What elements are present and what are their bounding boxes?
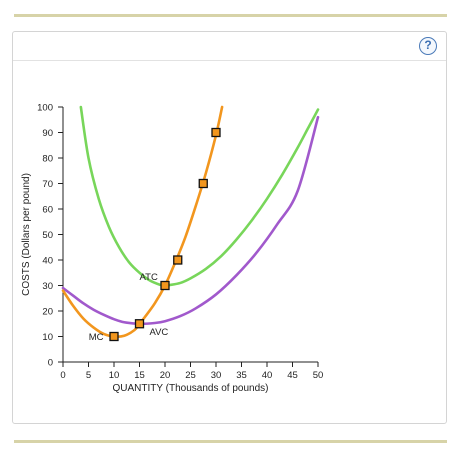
curve-labels: MC AVC ATC	[89, 272, 169, 343]
atc-label: ATC	[140, 272, 158, 283]
x-tick-label: 40	[262, 370, 273, 381]
avc-curve	[61, 115, 320, 326]
x-tick-label: 5	[86, 370, 91, 381]
x-tick-label: 45	[287, 370, 298, 381]
x-tick-label: 20	[160, 370, 171, 381]
x-tick-label: 15	[134, 370, 145, 381]
y-tick-label: 60	[42, 205, 53, 216]
markers	[109, 127, 221, 342]
mc-point-marker	[211, 127, 221, 138]
bottom-rule	[14, 440, 447, 443]
mc-point-marker	[109, 331, 119, 342]
mc-point-marker	[160, 280, 170, 291]
mc-point-marker	[134, 319, 145, 329]
y-tick-label: 90	[42, 128, 53, 139]
axes: 0 10 20 30 40 50 60 70 80 90 100 0 5 10 15 20 25 30 35 40 45…	[21, 103, 323, 395]
y-axis-title: COSTS (Dollars per pound)	[21, 173, 32, 296]
mc-point-marker	[173, 255, 183, 265]
y-tick-label: 100	[37, 103, 53, 114]
y-tick-label: 80	[42, 154, 53, 165]
y-tick-label: 40	[42, 256, 53, 267]
y-tick-label: 20	[42, 307, 53, 318]
mc-point-marker	[198, 178, 208, 189]
avc-label: AVC	[149, 327, 168, 338]
y-tick-label: 30	[42, 281, 53, 292]
x-tick-label: 10	[109, 370, 120, 381]
top-rule	[14, 14, 447, 17]
x-tick-label: 25	[185, 370, 196, 381]
x-axis-title: QUANTITY (Thousands of pounds)	[113, 383, 269, 394]
atc-curve	[79, 105, 320, 287]
x-tick-label: 50	[313, 370, 324, 381]
x-tick-label: 30	[211, 370, 222, 381]
y-tick-label: 0	[48, 358, 53, 369]
mc-label: MC	[89, 332, 104, 343]
y-tick-label: 50	[42, 230, 53, 241]
y-tick-label: 70	[42, 179, 53, 190]
panel-header: ?	[13, 32, 446, 61]
x-tick-label: 0	[60, 370, 65, 381]
question-panel: ?	[12, 31, 447, 424]
curves	[61, 105, 320, 338]
y-tick-label: 10	[42, 332, 53, 343]
help-icon[interactable]: ?	[419, 37, 437, 55]
x-tick-label: 35	[236, 370, 247, 381]
